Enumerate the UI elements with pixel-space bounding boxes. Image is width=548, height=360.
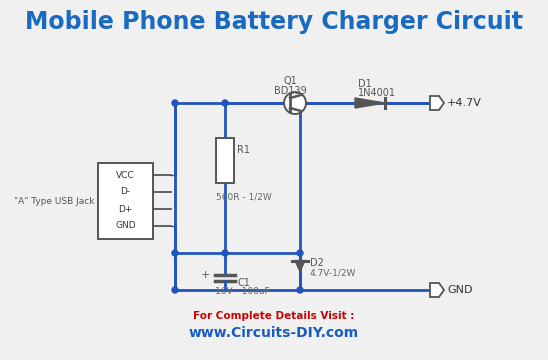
Circle shape — [297, 287, 303, 293]
Text: D+: D+ — [118, 204, 133, 213]
Polygon shape — [295, 261, 305, 271]
Text: 16V - 100uF: 16V - 100uF — [215, 287, 270, 296]
Polygon shape — [355, 98, 385, 108]
Circle shape — [284, 92, 306, 114]
Circle shape — [172, 250, 178, 256]
Text: R1: R1 — [237, 145, 250, 155]
Text: GND: GND — [447, 285, 472, 295]
Text: +4.7V: +4.7V — [447, 98, 482, 108]
Text: For Complete Details Visit :: For Complete Details Visit : — [193, 311, 355, 321]
Polygon shape — [430, 96, 444, 110]
Text: 4.7V-1/2W: 4.7V-1/2W — [310, 269, 356, 278]
Bar — [98, 163, 153, 239]
Circle shape — [297, 250, 303, 256]
Bar — [216, 138, 234, 183]
Circle shape — [222, 250, 228, 256]
Text: Mobile Phone Battery Charger Circuit: Mobile Phone Battery Charger Circuit — [25, 10, 523, 34]
Text: D2: D2 — [310, 257, 324, 267]
Text: 1N4001: 1N4001 — [358, 88, 396, 98]
Text: "A" Type USB Jack: "A" Type USB Jack — [14, 197, 94, 206]
Text: Q1: Q1 — [283, 76, 297, 86]
Text: BD139: BD139 — [273, 86, 306, 96]
Polygon shape — [430, 283, 444, 297]
Text: GND: GND — [115, 221, 136, 230]
Text: C1: C1 — [237, 278, 250, 288]
Text: 560R - 1/2W: 560R - 1/2W — [216, 193, 272, 202]
Text: +: + — [201, 270, 210, 280]
Circle shape — [172, 287, 178, 293]
Text: D1: D1 — [358, 79, 372, 89]
Circle shape — [222, 100, 228, 106]
Circle shape — [172, 100, 178, 106]
Text: VCC: VCC — [116, 171, 135, 180]
Text: www.Circuits-DIY.com: www.Circuits-DIY.com — [189, 326, 359, 340]
Text: D-: D- — [121, 188, 130, 197]
